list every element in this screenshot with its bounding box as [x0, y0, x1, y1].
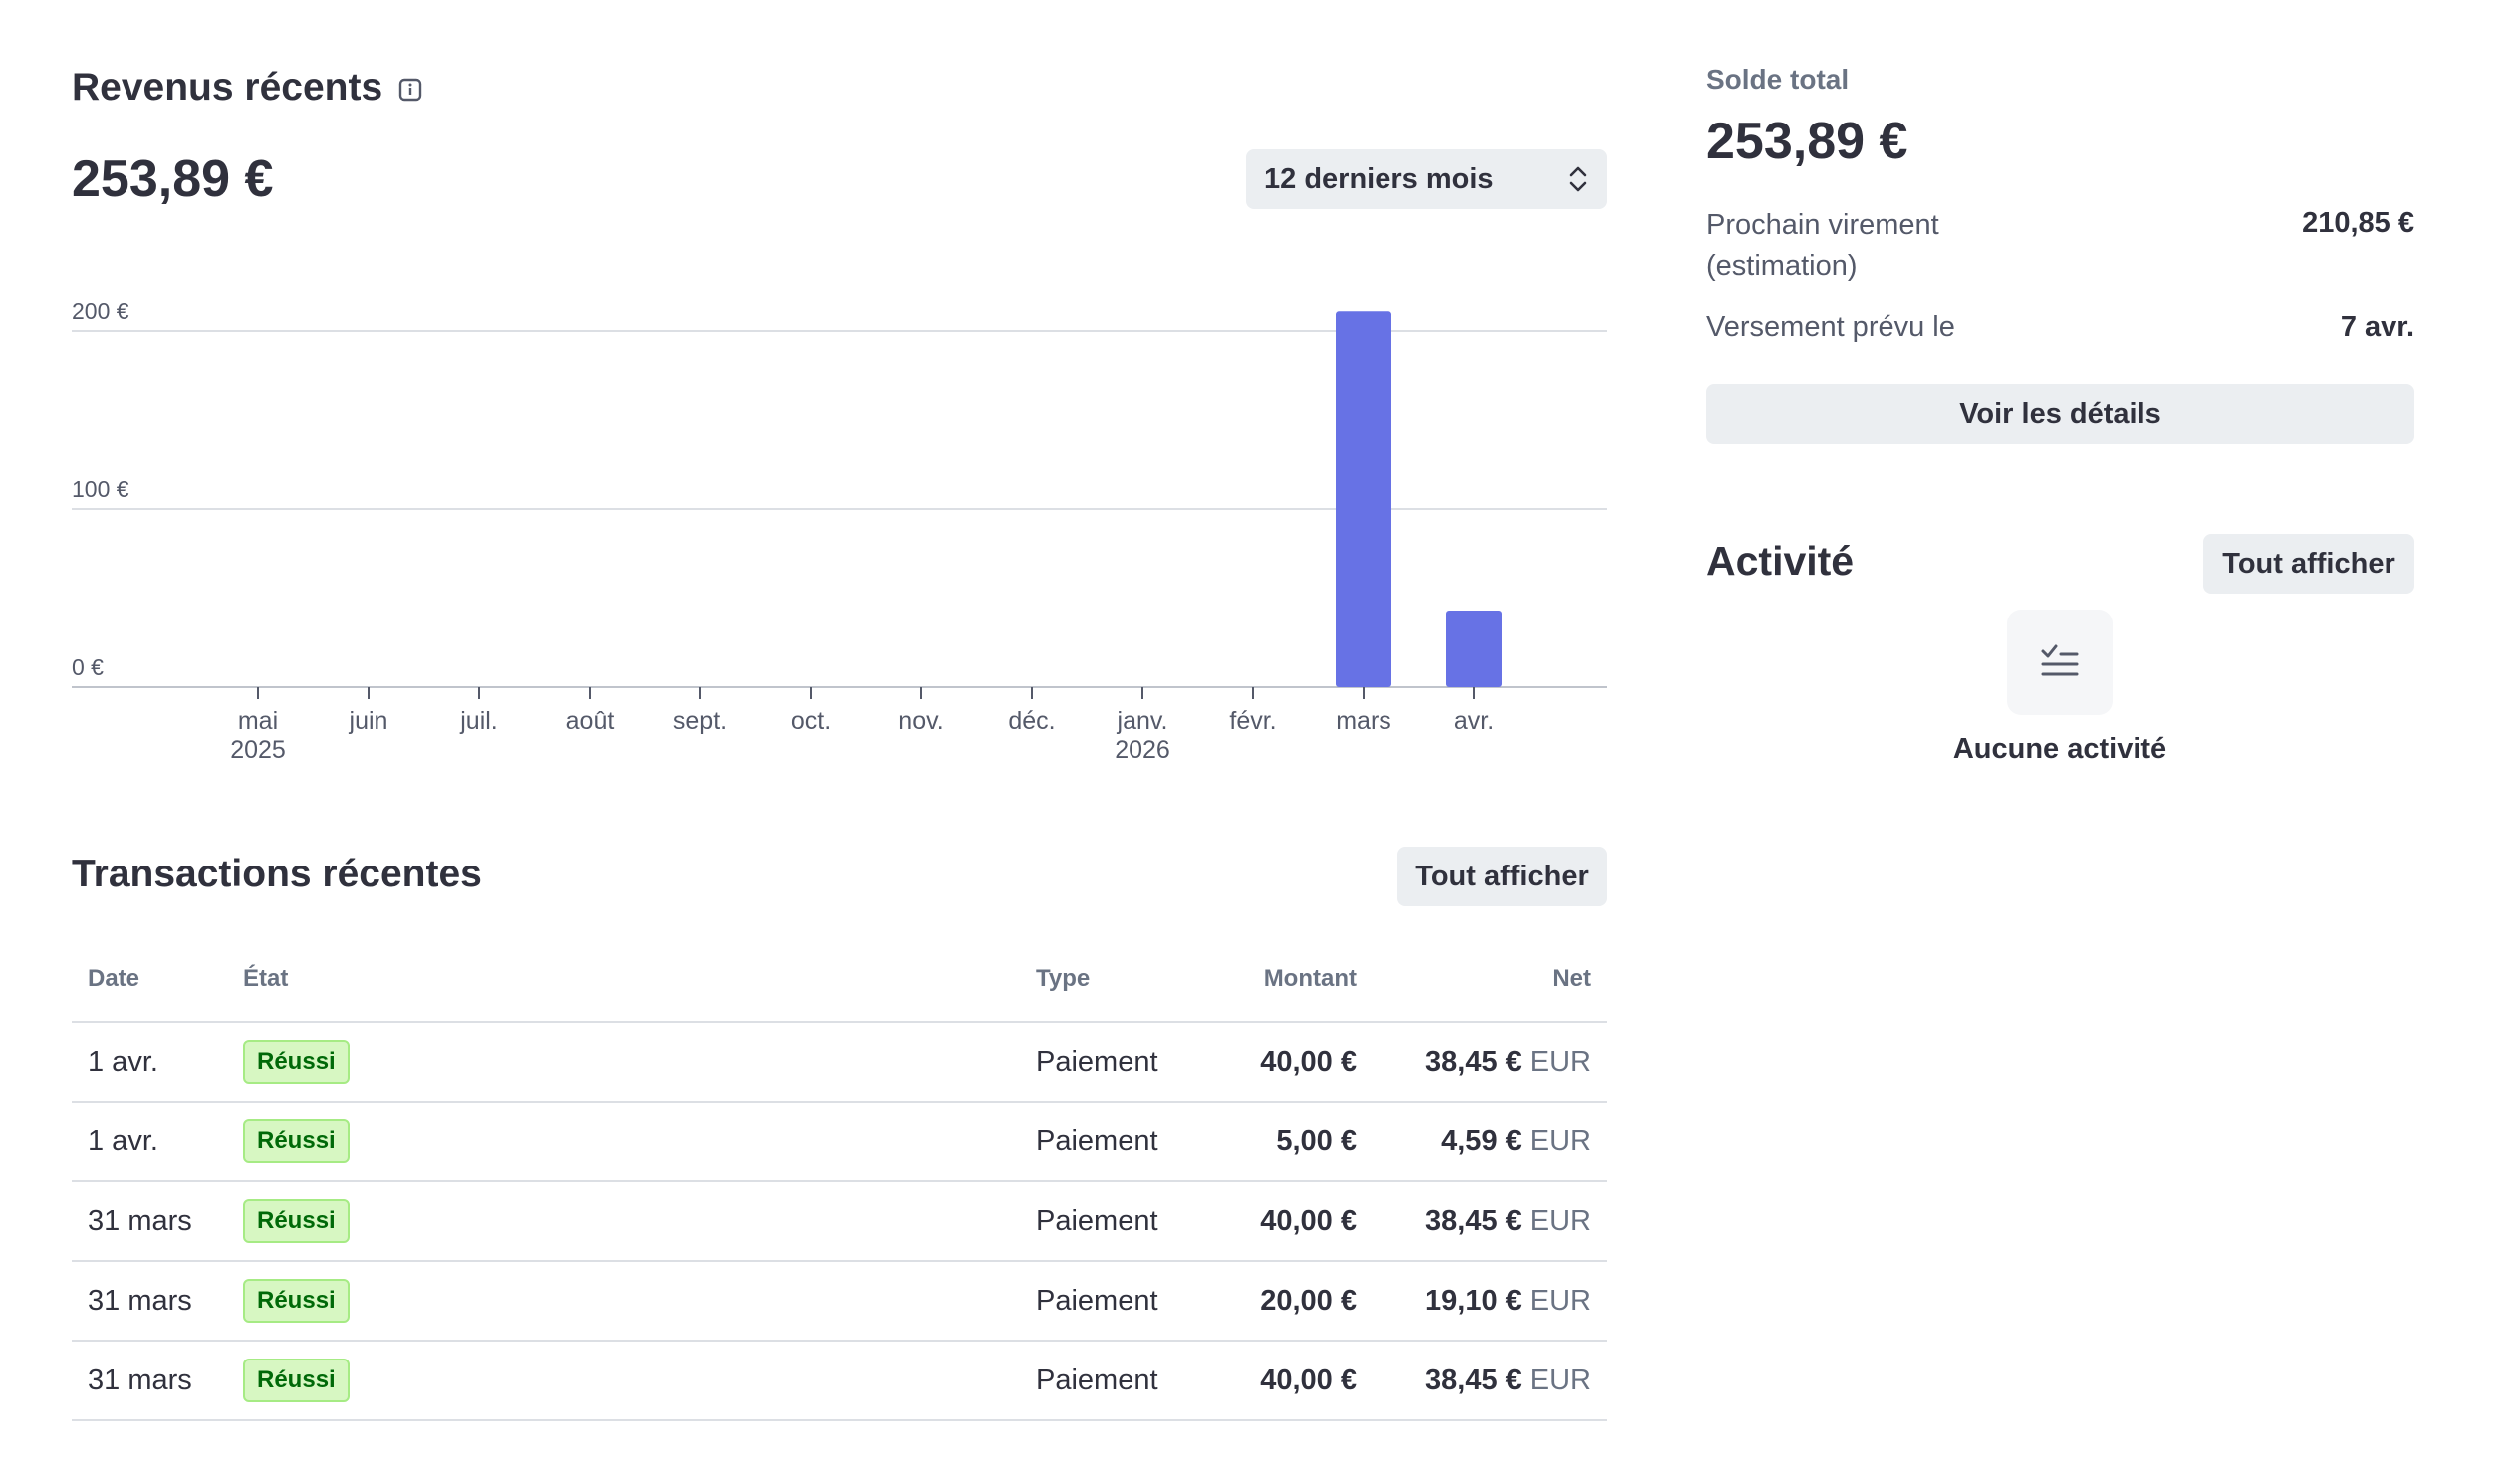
period-select[interactable]: 12 derniers mois	[1246, 149, 1607, 209]
x-tick-label: juil.	[459, 707, 498, 735]
net-currency: EUR	[1529, 1204, 1591, 1237]
net-value: 19,10 €	[1425, 1284, 1522, 1317]
net-value: 4,59 €	[1441, 1124, 1522, 1157]
cell-amount: 5,00 €	[1276, 1124, 1357, 1157]
cell-amount: 20,00 €	[1260, 1284, 1357, 1317]
cell-type: Paiement	[1036, 1363, 1158, 1396]
x-tick-label: 2026	[1115, 736, 1170, 764]
column-header-state[interactable]: État	[243, 965, 289, 992]
table-row[interactable]: 31 mars Réussi Paiement 40,00 € 38,45 € EUR	[72, 1342, 1607, 1421]
table-row[interactable]: 1 avr. Réussi Paiement 5,00 € 4,59 € EUR	[72, 1103, 1607, 1182]
transactions-view-all-button[interactable]: Tout afficher	[1397, 847, 1607, 906]
x-tick-label: sept.	[673, 707, 727, 735]
activity-title: Activité	[1706, 538, 1855, 584]
net-value: 38,45 €	[1425, 1363, 1522, 1396]
activity-view-all-button[interactable]: Tout afficher	[2203, 534, 2414, 594]
y-tick-label: 0 €	[72, 654, 104, 680]
table-row[interactable]: 31 mars Réussi Paiement 40,00 € 38,45 € EUR	[72, 1182, 1607, 1262]
cell-date: 31 mars	[88, 1204, 192, 1237]
table-row[interactable]: 31 mars Réussi Paiement 20,00 € 19,10 € EUR	[72, 1262, 1607, 1342]
activity-empty-icon-container	[2007, 610, 2113, 715]
cell-type: Paiement	[1036, 1124, 1158, 1157]
cell-net: 38,45 € EUR	[1425, 1023, 1591, 1101]
cell-amount: 40,00 €	[1260, 1363, 1357, 1396]
cell-state: Réussi	[243, 1342, 350, 1419]
balance-label: Solde total	[1706, 64, 1850, 95]
cell-date: 31 mars	[88, 1363, 192, 1396]
activity-empty-text: Aucune activité	[1952, 733, 2167, 765]
y-tick-label: 200 €	[72, 298, 129, 324]
status-badge: Réussi	[243, 1359, 350, 1402]
cell-net: 19,10 € EUR	[1425, 1262, 1591, 1340]
net-value: 38,45 €	[1425, 1045, 1522, 1078]
period-select-value: 12 derniers mois	[1264, 162, 1494, 195]
status-badge: Réussi	[243, 1119, 350, 1163]
cell-net: 38,45 € EUR	[1425, 1182, 1591, 1260]
payout-date-value: 7 avr.	[2340, 311, 2414, 343]
x-tick-label: déc.	[1008, 707, 1055, 735]
x-tick-label: nov.	[898, 707, 943, 735]
x-tick-label: févr.	[1229, 707, 1276, 735]
cell-amount: 40,00 €	[1260, 1045, 1357, 1078]
net-currency: EUR	[1529, 1363, 1591, 1396]
net-currency: EUR	[1529, 1284, 1591, 1317]
cell-net: 38,45 € EUR	[1425, 1342, 1591, 1419]
status-badge: Réussi	[243, 1199, 350, 1243]
x-tick-label: mars	[1336, 707, 1391, 735]
cell-state: Réussi	[243, 1182, 350, 1260]
cell-date: 1 avr.	[88, 1045, 158, 1078]
cell-net: 4,59 € EUR	[1441, 1103, 1591, 1180]
revenue-title: Revenus récents	[72, 66, 383, 109]
net-currency: EUR	[1529, 1045, 1591, 1078]
x-tick-label: avr.	[1454, 707, 1494, 735]
x-tick-label: août	[566, 707, 615, 735]
payout-date-label: Versement prévu le	[1706, 311, 1955, 343]
column-header-net[interactable]: Net	[1552, 965, 1591, 992]
view-details-button[interactable]: Voir les détails	[1706, 384, 2414, 444]
cell-date: 1 avr.	[88, 1124, 158, 1157]
cell-type: Paiement	[1036, 1045, 1158, 1078]
column-header-amount[interactable]: Montant	[1263, 965, 1357, 992]
status-badge: Réussi	[243, 1040, 350, 1084]
transactions-table: Date État Type Montant Net 1 avr. Réussi P…	[72, 951, 1607, 1421]
cell-type: Paiement	[1036, 1204, 1158, 1237]
next-transfer-value: 210,85 €	[2302, 207, 2414, 239]
x-tick-label: juin	[349, 707, 388, 735]
cell-amount: 40,00 €	[1260, 1204, 1357, 1237]
table-header-row: Date État Type Montant Net	[72, 951, 1607, 1023]
x-tick-label: oct.	[791, 707, 831, 735]
next-transfer-label: Prochain virement (estimation)	[1706, 209, 1939, 282]
x-tick-label: mai	[238, 707, 278, 735]
info-icon[interactable]	[398, 78, 422, 102]
cell-state: Réussi	[243, 1103, 350, 1180]
net-currency: EUR	[1529, 1124, 1591, 1157]
checklist-icon	[2041, 644, 2079, 676]
balance-amount: 253,89 €	[1706, 113, 1908, 170]
cell-date: 31 mars	[88, 1284, 192, 1317]
revenue-amount: 253,89 €	[72, 150, 274, 208]
status-badge: Réussi	[243, 1279, 350, 1323]
net-value: 38,45 €	[1425, 1204, 1522, 1237]
table-row[interactable]: 1 avr. Réussi Paiement 40,00 € 38,45 € EUR	[72, 1023, 1607, 1103]
bar	[1336, 311, 1391, 687]
cell-type: Paiement	[1036, 1284, 1158, 1317]
transactions-title: Transactions récentes	[72, 853, 482, 895]
x-tick-label: 2025	[230, 736, 286, 764]
chevron-updown-icon	[1569, 166, 1587, 192]
column-header-type[interactable]: Type	[1036, 965, 1091, 992]
x-tick-label: janv.	[1117, 707, 1168, 735]
y-tick-label: 100 €	[72, 476, 129, 502]
bar	[1446, 611, 1502, 687]
column-header-date[interactable]: Date	[88, 965, 140, 992]
cell-state: Réussi	[243, 1023, 350, 1101]
cell-state: Réussi	[243, 1262, 350, 1340]
